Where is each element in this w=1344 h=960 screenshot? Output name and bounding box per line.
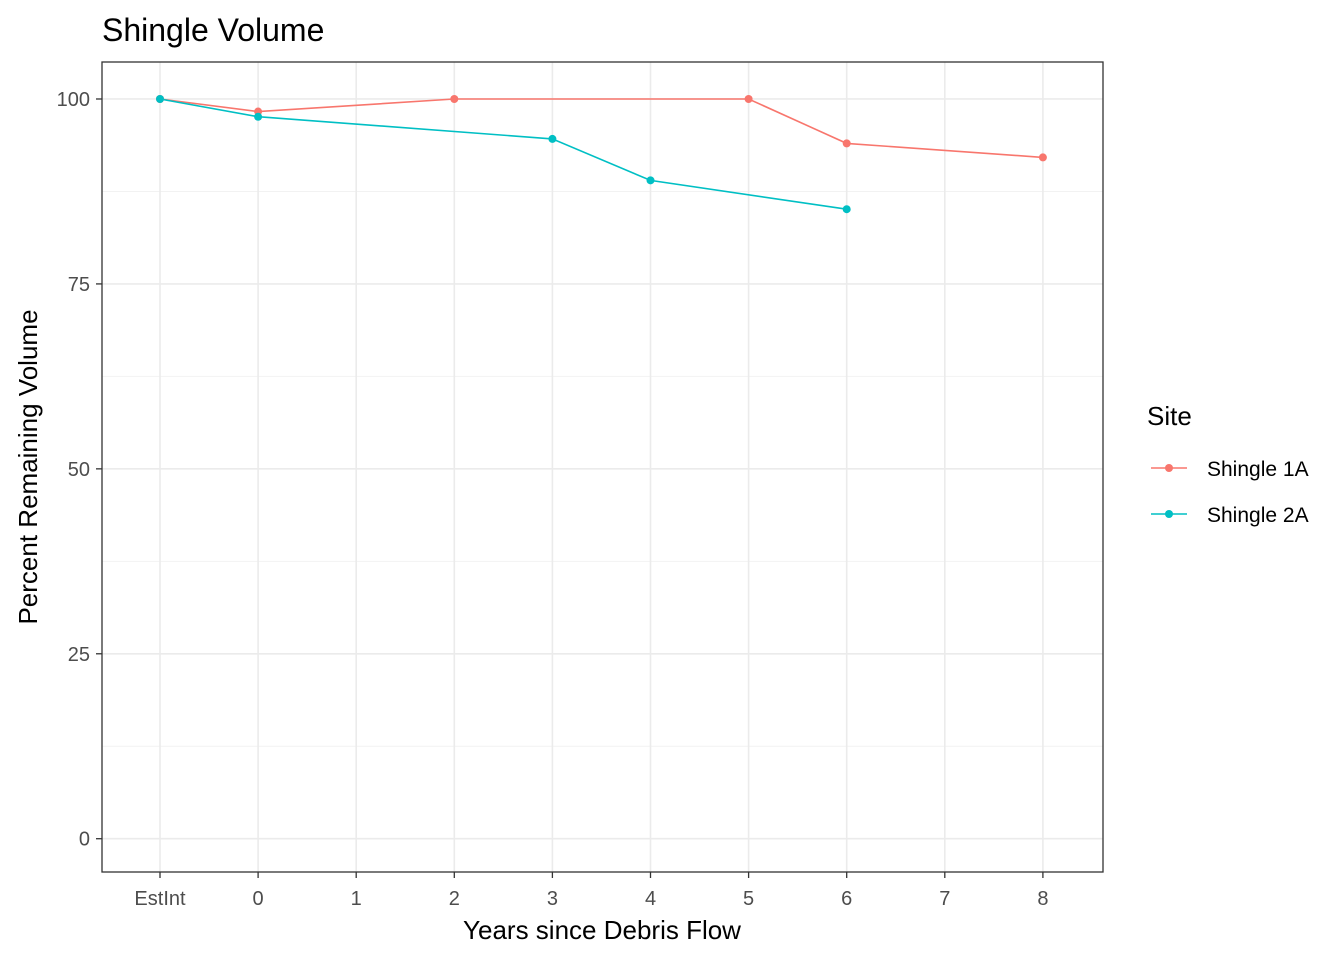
data-point [254,112,263,121]
legend-items: Shingle 1A Shingle 2A [1151,458,1309,527]
data-point [842,139,851,148]
x-tick-label: 8 [1037,888,1048,910]
x-tick-label: 3 [547,888,558,910]
x-tick-label: 5 [743,888,754,910]
series-line [159,98,1043,159]
data-point [646,176,655,185]
plot-background [102,62,1103,872]
x-tick-label: 6 [841,888,852,910]
major-gridlines [102,62,1103,872]
y-tick-label: 100 [57,89,90,111]
series-points [156,94,1047,214]
x-tick-label: 7 [939,888,950,910]
x-tick-label: 1 [351,888,362,910]
data-point [156,94,164,103]
y-tick-label: 25 [68,644,90,666]
legend-label: Shingle 1A [1207,458,1309,481]
x-axis: EstInt 0 1 2 3 4 5 6 7 8 [134,872,1048,910]
data-point [744,94,753,103]
data-point [548,134,557,143]
x-tick-label: 2 [449,888,460,910]
x-tick-label: 4 [645,888,656,910]
x-axis-title: Years since Debris Flow [463,915,741,945]
legend-label: Shingle 2A [1207,504,1309,527]
legend: Site Shingle 1A Shingle 2A [1147,401,1309,527]
y-tick-label: 0 [79,829,90,851]
data-point [1038,153,1047,162]
data-point [450,94,459,103]
legend-key-point [1165,464,1173,472]
legend-title: Site [1147,401,1192,431]
plot-panel [101,61,1104,873]
y-tick-label: 75 [68,274,90,296]
x-tick-label: EstInt [134,888,186,910]
chart-title: Shingle Volume [102,12,324,48]
plot-border [101,61,1104,873]
y-axis-title: Percent Remaining Volume [13,309,43,624]
y-tick-label: 50 [68,459,90,481]
minor-gridlines [102,190,1103,747]
x-tick-label: 0 [253,888,264,910]
data-point [842,205,851,214]
y-axis: 0 25 50 75 100 [57,89,102,851]
legend-key-point [1165,510,1173,518]
